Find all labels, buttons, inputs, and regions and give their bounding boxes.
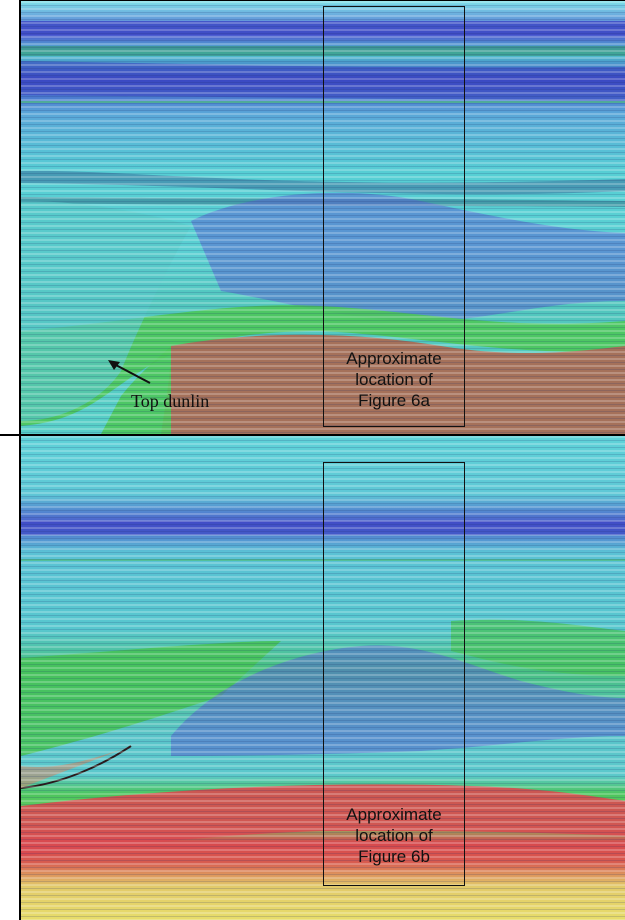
figure-6b-label-line-3: Figure 6b — [358, 847, 430, 866]
frame-divider-line — [0, 434, 625, 436]
top-dunlin-label: Top dunlin — [131, 391, 210, 411]
figure-6b-label-line-1: Approximate — [346, 805, 442, 824]
figure-6b-location-box — [323, 462, 465, 886]
figure-6a-label-line-2: location of — [355, 370, 433, 389]
top-dunlin-arrow-icon — [108, 360, 151, 384]
figure-6b-label-line-2: location of — [355, 826, 433, 845]
frame-left-line — [19, 0, 21, 920]
figure-6b-location-label: Approximate location of Figure 6b — [323, 804, 465, 867]
figure-6a-label-line-1: Approximate — [346, 349, 442, 368]
frame-top-line — [19, 0, 625, 1]
figure-6a-location-label: Approximate location of Figure 6a — [323, 348, 465, 411]
figure-6a-label-line-3: Figure 6a — [358, 391, 430, 410]
figure-6a-location-box — [323, 6, 465, 427]
